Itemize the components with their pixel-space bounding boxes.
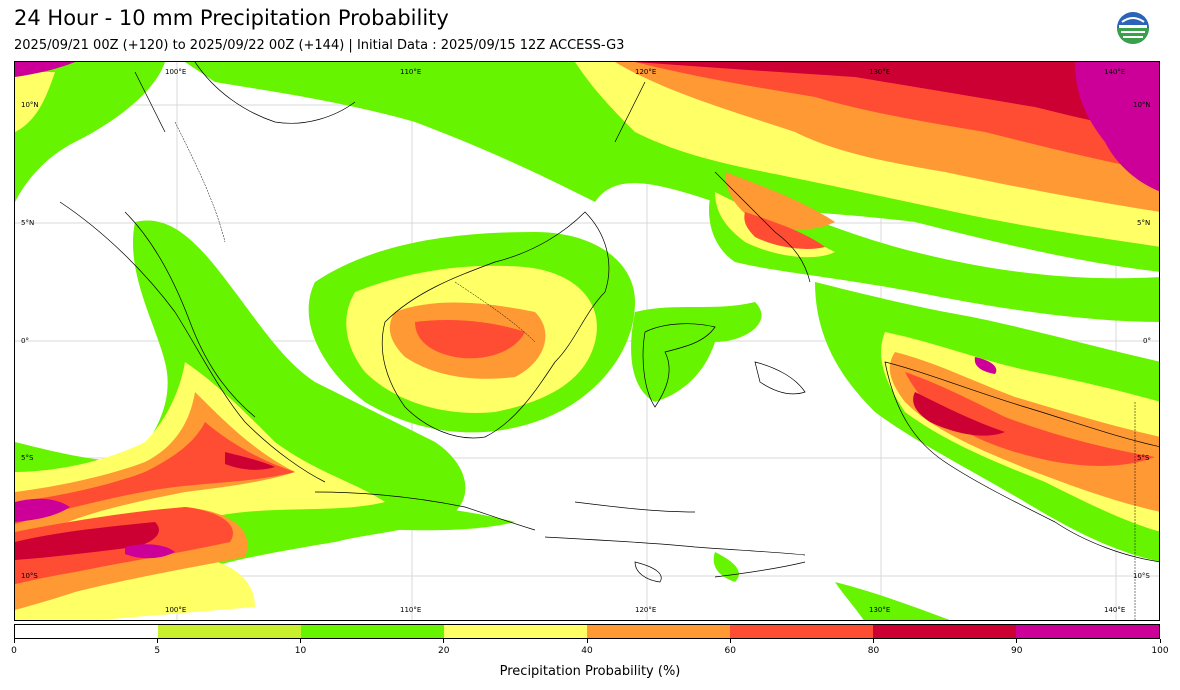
colorbar-tick-mark: [443, 639, 445, 643]
lon-label-bottom: 120°E: [635, 606, 657, 614]
lon-label-top: 110°E: [400, 68, 422, 76]
precip-field-80-90: [15, 62, 1159, 560]
colorbar-tick-mark: [1159, 639, 1161, 643]
colorbar-tick-label: 20: [438, 646, 450, 656]
colorbar-segment: [444, 625, 587, 638]
lat-label-right: 5°N: [1137, 219, 1151, 227]
colorbar-tick-label: 80: [867, 646, 880, 656]
colorbar-tick-mark: [300, 639, 301, 643]
colorbar-segment: [15, 625, 158, 638]
borders: [174, 121, 1136, 620]
lat-label-right: 0°: [1143, 337, 1151, 345]
lat-label-right: 10°S: [1133, 572, 1150, 580]
lat-label-right: 10°N: [1133, 101, 1151, 109]
colorbar-tick-label: 60: [724, 646, 736, 656]
colorbar-tick-mark: [1016, 639, 1018, 643]
colorbar-segment: [730, 625, 873, 638]
lon-label-top: 130°E: [869, 68, 891, 76]
colorbar-tick-mark: [13, 639, 15, 643]
coastlines: [59, 62, 1159, 583]
bmkg-logo-icon: [1114, 10, 1152, 56]
lon-label-top: 140°E: [1104, 68, 1126, 76]
map-title: 24 Hour - 10 mm Precipitation Probabilit…: [14, 6, 449, 30]
lon-label-bottom: 130°E: [869, 606, 891, 614]
colorbar-tick-label: 10: [294, 646, 307, 656]
colorbar-tick-label: 5: [154, 646, 161, 656]
lat-label-left: 10°S: [21, 572, 38, 580]
map-subtitle: 2025/09/21 00Z (+120) to 2025/09/22 00Z …: [14, 38, 625, 53]
colorbar-label: Precipitation Probability (%): [499, 664, 681, 679]
lon-label-bottom: 110°E: [400, 606, 422, 614]
colorbar-tick-mark: [156, 639, 158, 643]
colorbar-segment: [158, 625, 301, 638]
colorbar-segment: [1016, 625, 1159, 638]
colorbar-tick-label: 90: [1011, 646, 1023, 656]
colorbar-tick-label: 100: [1151, 646, 1169, 656]
lon-label-top: 120°E: [635, 68, 657, 76]
colorbar-tick-mark: [729, 639, 731, 643]
lon-label-top: 100°E: [165, 68, 187, 76]
colorbar-segment: [873, 625, 1016, 638]
colorbar-tick-label: 40: [581, 646, 593, 656]
lat-label-left: 0°: [21, 337, 29, 345]
lat-label-left: 10°N: [21, 101, 39, 109]
colorbar-tick-label: 0: [11, 646, 17, 656]
lat-label-right: 5°S: [1137, 454, 1150, 462]
lat-label-left: 5°S: [21, 454, 34, 462]
precipitation-map: 100°E 110°E 120°E 130°E 140°E 100°E 110°…: [14, 61, 1160, 621]
colorbar-tick-mark: [586, 639, 588, 643]
colorbar: [14, 624, 1160, 639]
colorbar-segment: [587, 625, 730, 638]
lon-label-bottom: 140°E: [1104, 606, 1126, 614]
colorbar-segment: [301, 625, 444, 638]
lat-label-left: 5°N: [21, 219, 35, 227]
colorbar-tick-mark: [873, 639, 874, 643]
precip-field-90-100: [15, 62, 1159, 559]
lon-label-bottom: 100°E: [165, 606, 187, 614]
